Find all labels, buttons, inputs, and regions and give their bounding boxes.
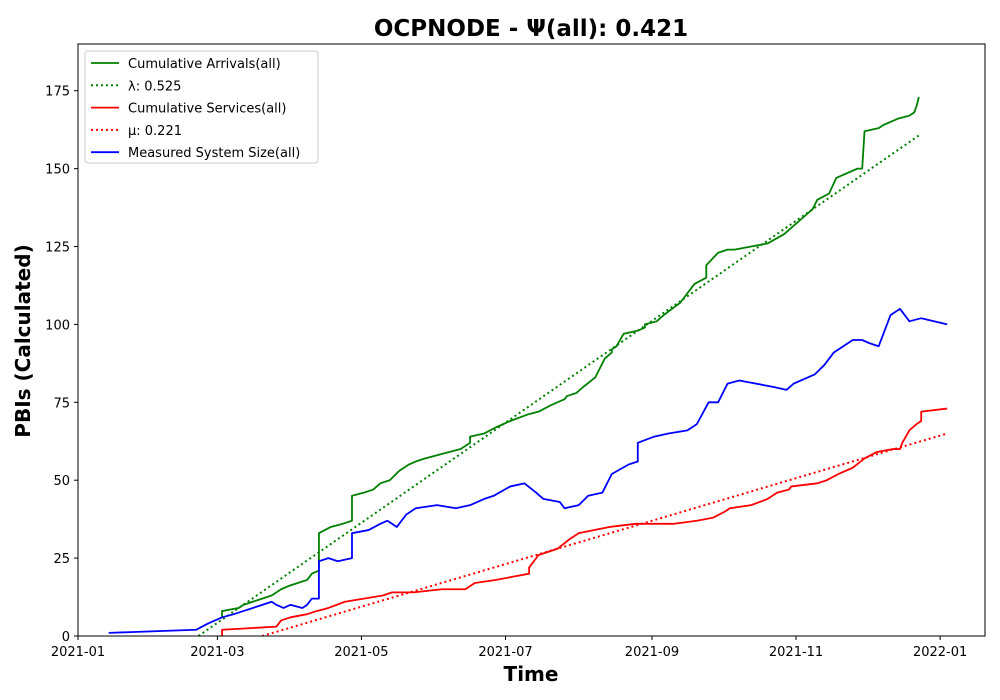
legend-label-0: Cumulative Arrivals(all) [128,57,281,72]
chart-title: OCPNODE - Ψ(all): 0.421 [374,16,688,42]
legend-box [84,50,319,164]
y-tick-label-2: 50 [53,474,70,489]
y-tick-label-3: 75 [53,396,70,411]
legend-label-2: Cumulative Services(all) [128,102,286,117]
series-line-0 [221,96,920,618]
series-line-1 [197,134,920,636]
legend: Cumulative Arrivals(all) λ: 0.525 Cumulati… [84,50,319,164]
plot-frame [77,43,986,637]
axes: 2021-01 2021-03 2021-05 2021-07 2021-09 2021-… [45,43,986,660]
y-axis-title: PBIs (Calculated) [11,244,35,437]
legend-label-3: μ: 0.221 [128,124,182,139]
y-tick-label-0: 0 [62,630,70,645]
legend-label-4: Measured System Size(all) [128,146,300,161]
y-tick-label-5: 125 [45,241,70,256]
y-tick-label-4: 100 [45,318,70,333]
x-tick-label-4: 2021-09 [625,645,679,660]
plot-lines [108,96,948,636]
y-tick-label-1: 25 [53,552,70,567]
series-line-3 [261,432,948,636]
series-line-2 [221,407,948,636]
y-tick-label-6: 150 [45,163,70,178]
x-axis-title: Time [504,662,559,686]
y-tick-label-7: 175 [45,85,70,100]
x-tick-label-1: 2021-03 [190,645,244,660]
x-tick-label-3: 2021-07 [478,645,532,660]
x-tick-label-5: 2021-11 [769,645,823,660]
x-tick-label-2: 2021-05 [334,645,388,660]
x-tick-label-0: 2021-01 [51,645,105,660]
x-tick-label-6: 2022-01 [913,645,967,660]
series-line-4 [108,307,948,634]
legend-label-1: λ: 0.525 [128,79,181,94]
